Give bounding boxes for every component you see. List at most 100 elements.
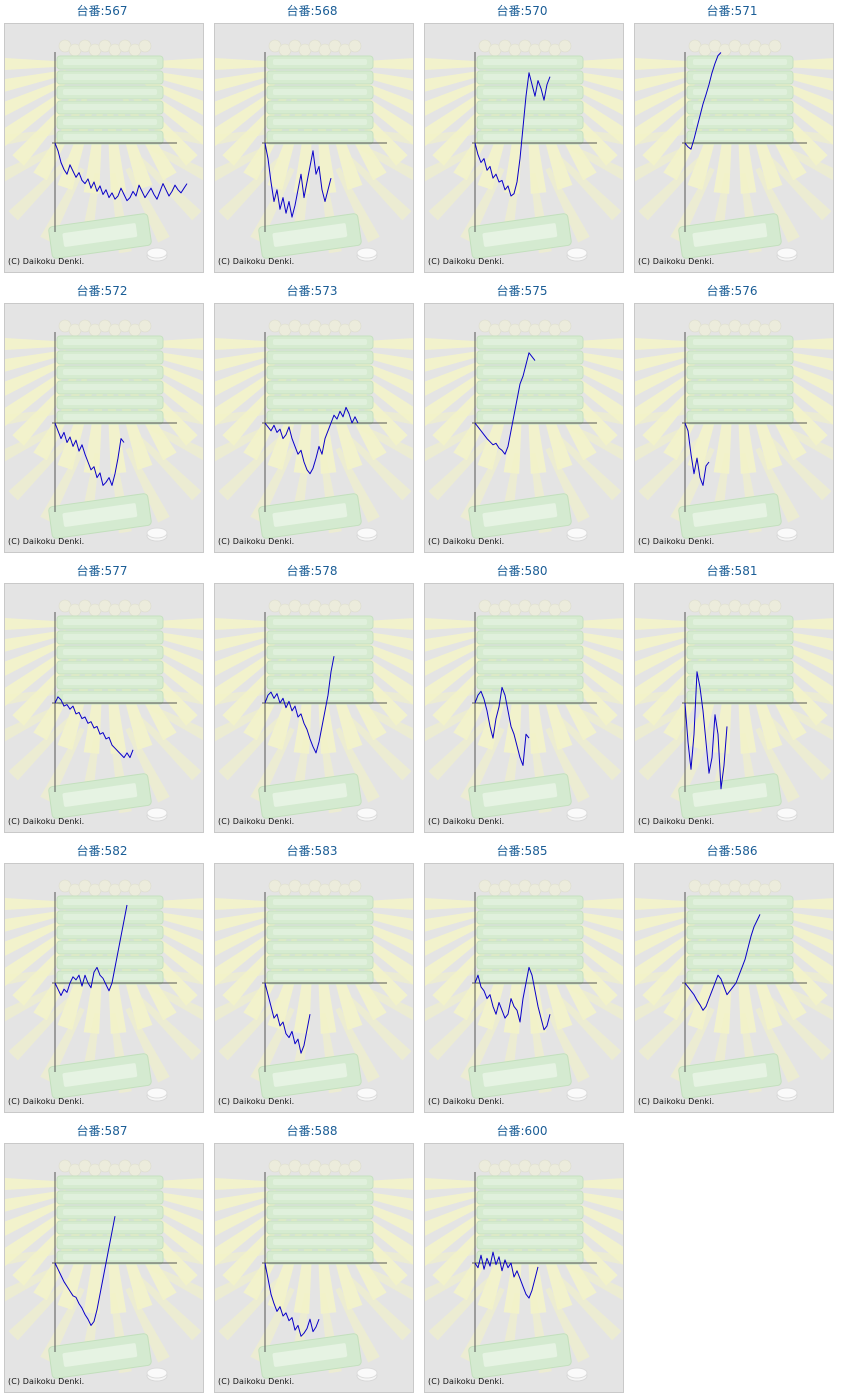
balls-illustration — [268, 599, 362, 617]
machine-graph-card[interactable]: 台番:588 (C) Daikoku Denki. — [210, 1120, 414, 1396]
machine-graph-card[interactable]: 台番:576 (C) Daikoku Denki. — [630, 280, 834, 556]
graph-panel: (C) Daikoku Denki. — [634, 863, 834, 1113]
machine-number-title[interactable]: 台番:585 — [496, 844, 548, 858]
balls-illustration — [688, 879, 782, 897]
graph-panel: (C) Daikoku Denki. — [4, 863, 204, 1113]
balls-illustration — [58, 879, 152, 897]
machine-graph-card[interactable]: 台番:568 (C) Daikoku Denki. — [210, 0, 414, 276]
machine-number-title[interactable]: 台番:576 — [706, 284, 758, 298]
graph-panel: (C) Daikoku Denki. — [214, 23, 414, 273]
tray-illustration — [678, 493, 782, 539]
coin-illustration — [356, 247, 378, 262]
balls-illustration — [478, 879, 572, 897]
machine-graph-card[interactable]: 台番:582 (C) Daikoku Denki. — [0, 840, 204, 1116]
line-chart — [5, 39, 203, 262]
line-chart — [635, 319, 833, 542]
copyright-text: (C) Daikoku Denki. — [8, 257, 85, 266]
machine-number-title[interactable]: 台番:567 — [76, 4, 128, 18]
balls-illustration — [478, 599, 572, 617]
balls-illustration — [478, 319, 572, 337]
tray-illustration — [678, 773, 782, 819]
coin-illustration — [146, 527, 168, 542]
machine-graph-card[interactable]: 台番:572 (C) Daikoku Denki. — [0, 280, 204, 556]
stacked-boxes-illustration — [56, 895, 164, 985]
stacked-boxes-illustration — [266, 615, 374, 705]
machine-number-title[interactable]: 台番:571 — [706, 4, 758, 18]
line-chart — [425, 319, 623, 542]
difference-line — [684, 422, 710, 486]
machine-graph-card[interactable]: 台番:586 (C) Daikoku Denki. — [630, 840, 834, 1116]
machine-number-title[interactable]: 台番:587 — [76, 1124, 128, 1138]
difference-line — [54, 142, 188, 202]
copyright-text: (C) Daikoku Denki. — [428, 537, 505, 546]
machine-graph-card[interactable]: 台番:571 (C) Daikoku Denki. — [630, 0, 834, 276]
machine-number-title[interactable]: 台番:577 — [76, 564, 128, 578]
graph-panel: (C) Daikoku Denki. — [424, 863, 624, 1113]
machine-graph-card[interactable]: 台番:581 (C) Daikoku Denki. — [630, 560, 834, 836]
coin-illustration — [146, 247, 168, 262]
balls-illustration — [58, 39, 152, 57]
machine-number-title[interactable]: 台番:570 — [496, 4, 548, 18]
machine-graph-card[interactable]: 台番:583 (C) Daikoku Denki. — [210, 840, 414, 1116]
tray-illustration — [468, 493, 572, 539]
machine-number-title[interactable]: 台番:578 — [286, 564, 338, 578]
machine-graph-card[interactable]: 台番:600 (C) Daikoku Denki. — [420, 1120, 624, 1396]
machine-graph-card[interactable]: 台番:567 (C) Daikoku Denki. — [0, 0, 204, 276]
machine-number-title[interactable]: 台番:583 — [286, 844, 338, 858]
coin-illustration — [566, 1087, 588, 1102]
line-chart — [215, 39, 413, 262]
coin-illustration — [776, 247, 798, 262]
machine-graph-card[interactable]: 台番:587 (C) Daikoku Denki. — [0, 1120, 204, 1396]
machine-number-title[interactable]: 台番:588 — [286, 1124, 338, 1138]
balls-illustration — [268, 319, 362, 337]
copyright-text: (C) Daikoku Denki. — [428, 257, 505, 266]
machine-number-title[interactable]: 台番:586 — [706, 844, 758, 858]
machine-graph-card[interactable]: 台番:578 (C) Daikoku Denki. — [210, 560, 414, 836]
tray-illustration — [258, 1053, 362, 1099]
machine-graph-card[interactable]: 台番:577 (C) Daikoku Denki. — [0, 560, 204, 836]
stacked-boxes-illustration — [266, 895, 374, 985]
machine-graph-card[interactable]: 台番:580 (C) Daikoku Denki. — [420, 560, 624, 836]
machine-number-title[interactable]: 台番:582 — [76, 844, 128, 858]
tray-illustration — [468, 1333, 572, 1379]
line-chart — [635, 599, 833, 822]
graph-panel: (C) Daikoku Denki. — [4, 583, 204, 833]
difference-line — [264, 982, 311, 1054]
balls-illustration — [268, 879, 362, 897]
stacked-boxes-illustration — [56, 1175, 164, 1265]
graph-panel: (C) Daikoku Denki. — [214, 303, 414, 553]
balls-illustration — [688, 599, 782, 617]
machine-number-title[interactable]: 台番:580 — [496, 564, 548, 578]
machine-number-title[interactable]: 台番:575 — [496, 284, 548, 298]
coin-illustration — [356, 1367, 378, 1382]
difference-line — [474, 72, 551, 197]
stacked-boxes-illustration — [476, 895, 584, 985]
machine-number-title[interactable]: 台番:600 — [496, 1124, 548, 1138]
graph-panel: (C) Daikoku Denki. — [4, 23, 204, 273]
coin-illustration — [776, 807, 798, 822]
tray-illustration — [258, 773, 362, 819]
balls-illustration — [58, 1159, 152, 1177]
tray-illustration — [468, 1053, 572, 1099]
copyright-text: (C) Daikoku Denki. — [638, 257, 715, 266]
machine-graph-card[interactable]: 台番:585 (C) Daikoku Denki. — [420, 840, 624, 1116]
coin-illustration — [146, 807, 168, 822]
machine-number-title[interactable]: 台番:573 — [286, 284, 338, 298]
line-chart — [5, 599, 203, 822]
coin-illustration — [566, 1367, 588, 1382]
tray-illustration — [48, 1333, 152, 1379]
machine-number-title[interactable]: 台番:568 — [286, 4, 338, 18]
graph-panel: (C) Daikoku Denki. — [4, 1143, 204, 1393]
machine-graph-card[interactable]: 台番:573 (C) Daikoku Denki. — [210, 280, 414, 556]
line-chart — [635, 39, 833, 262]
machine-graph-card[interactable]: 台番:575 (C) Daikoku Denki. — [420, 280, 624, 556]
stacked-boxes-illustration — [56, 615, 164, 705]
coin-illustration — [356, 1087, 378, 1102]
machine-number-title[interactable]: 台番:572 — [76, 284, 128, 298]
machine-graph-card[interactable]: 台番:570 (C) Daikoku Denki. — [420, 0, 624, 276]
copyright-text: (C) Daikoku Denki. — [428, 1377, 505, 1386]
machine-number-title[interactable]: 台番:581 — [706, 564, 758, 578]
tray-illustration — [468, 773, 572, 819]
stacked-boxes-illustration — [266, 335, 374, 425]
